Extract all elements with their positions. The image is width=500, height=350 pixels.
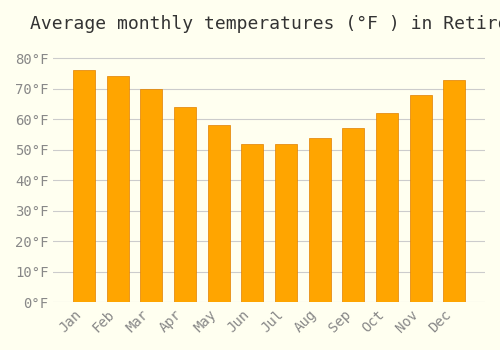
Bar <box>106 77 128 302</box>
Bar <box>376 113 398 302</box>
Bar <box>275 144 297 302</box>
Bar <box>140 89 162 302</box>
Title: Average monthly temperatures (°F ) in Retiro: Average monthly temperatures (°F ) in Re… <box>30 15 500 33</box>
Bar <box>208 125 230 302</box>
Bar <box>174 107 196 302</box>
Bar <box>342 128 364 302</box>
Bar <box>309 138 330 302</box>
Bar <box>242 144 264 302</box>
Bar <box>410 95 432 302</box>
Bar <box>444 79 466 302</box>
Bar <box>73 70 95 302</box>
